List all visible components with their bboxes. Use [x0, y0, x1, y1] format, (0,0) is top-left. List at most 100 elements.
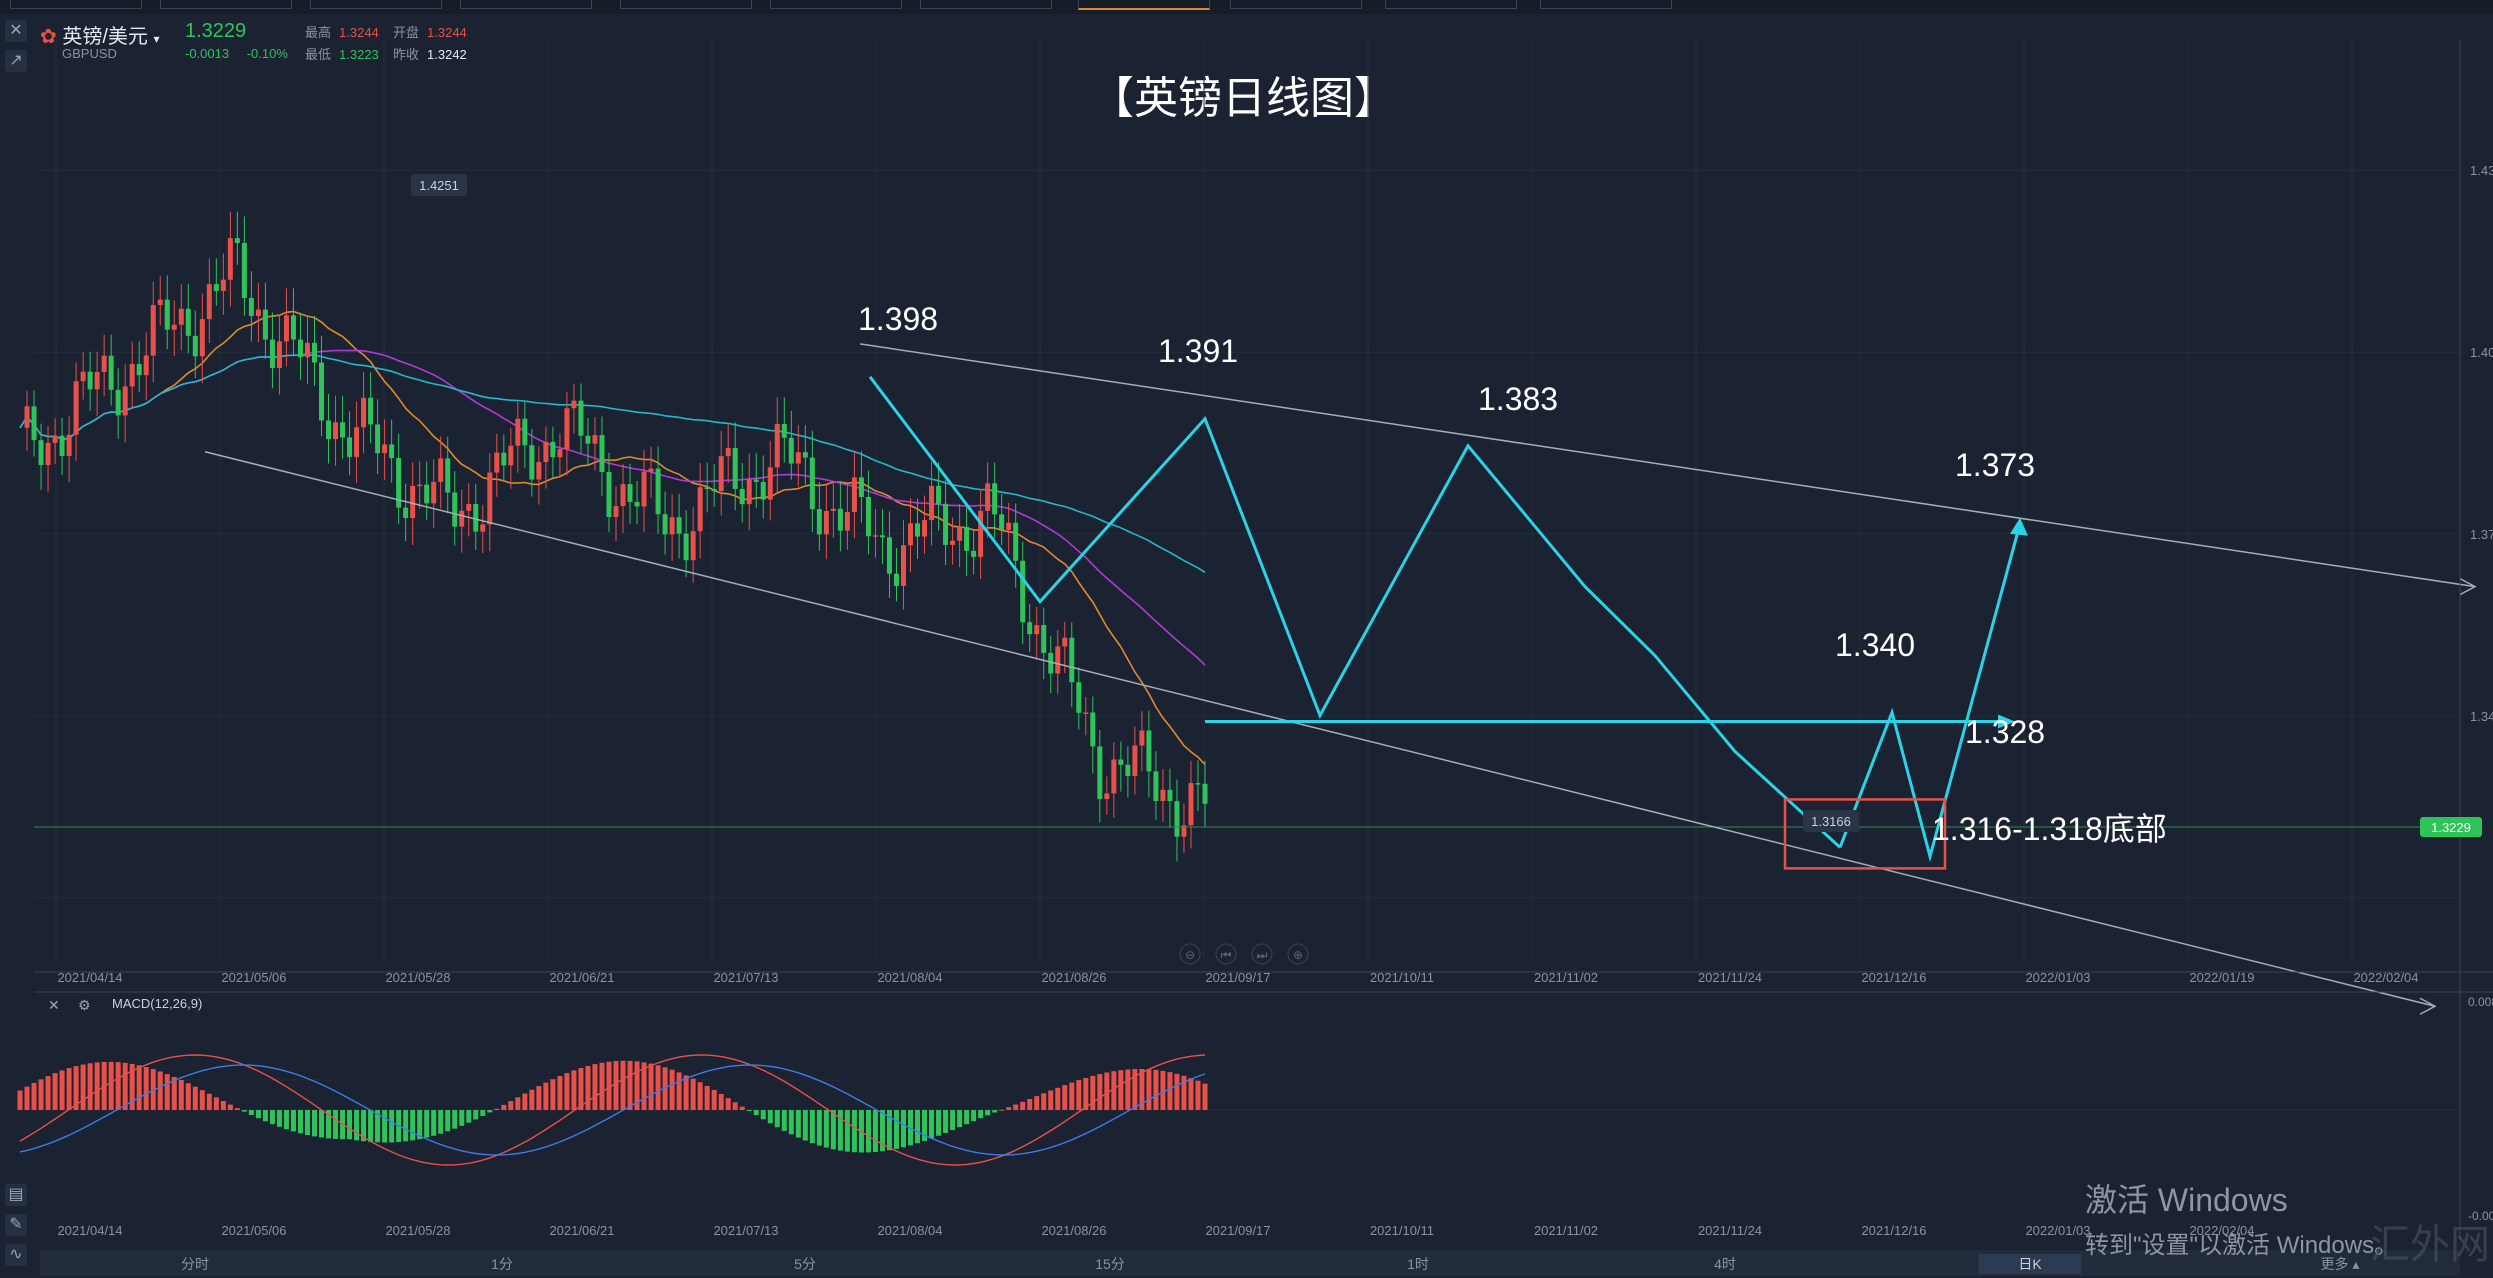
macd-date-label: 2021/11/02 — [1534, 1223, 1598, 1238]
macd-close-icon[interactable]: ✕ — [48, 998, 60, 1014]
macd-histogram-bar — [311, 1110, 317, 1137]
macd-histogram-bar — [108, 1061, 114, 1110]
macd-histogram-bar — [248, 1110, 254, 1115]
top-tab[interactable] — [770, 0, 902, 9]
zoom-control-icon[interactable] — [1251, 943, 1273, 965]
candle-body — [304, 342, 310, 358]
candle-body — [227, 238, 233, 280]
candle-body — [326, 420, 332, 440]
symbol-name: 英镑/美元 — [62, 26, 148, 48]
timeframe-tab[interactable]: 更多 ▴ — [2320, 1256, 2360, 1272]
top-tab[interactable] — [620, 0, 752, 9]
macd-histogram-bar — [753, 1110, 759, 1116]
candle-body — [241, 242, 247, 298]
neckline-arrowhead — [1998, 714, 2015, 729]
candle-body — [1181, 825, 1187, 837]
close-icon[interactable]: ✕ — [5, 20, 27, 42]
gear-icon[interactable]: ⚙ — [78, 998, 91, 1014]
macd-histogram-bar — [473, 1110, 479, 1120]
timeframe-tab[interactable]: 4时 — [1714, 1256, 1736, 1272]
timeframe-tab[interactable]: 1分 — [491, 1256, 513, 1272]
candle-body — [438, 458, 444, 482]
macd-histogram-bar — [704, 1085, 710, 1110]
macd-histogram-bar — [424, 1110, 430, 1138]
candle-body — [929, 485, 935, 521]
zoom-control-icon[interactable] — [1287, 943, 1309, 965]
macd-date-label: 2021/05/06 — [221, 1223, 286, 1238]
candle-body — [999, 514, 1005, 530]
macd-histogram-bar — [171, 1076, 177, 1110]
top-tab[interactable] — [1230, 0, 1362, 9]
top-tab[interactable] — [1540, 0, 1672, 9]
candle-body — [234, 238, 240, 243]
top-tab[interactable] — [10, 0, 142, 9]
candle-body — [879, 535, 885, 538]
high-tag-label: 1.4251 — [419, 178, 459, 193]
zoom-control-icon[interactable] — [1215, 943, 1237, 965]
candle-body — [578, 400, 584, 436]
candle-body — [199, 319, 205, 357]
timeframe-tab[interactable]: 5分 — [794, 1256, 816, 1272]
candle-body — [297, 339, 303, 358]
candle-body — [269, 339, 275, 369]
zoom-control-icon[interactable] — [1179, 943, 1201, 965]
macd-histogram-bar — [725, 1098, 731, 1110]
symbol-selector[interactable]: ✿ 英镑/美元 ▾ — [40, 20, 159, 49]
date-tick-label: 2021/08/04 — [877, 970, 942, 985]
candle-body — [361, 397, 367, 428]
macd-date-label: 2021/04/14 — [57, 1223, 122, 1238]
candle-body — [45, 442, 51, 466]
macd-histogram-bar — [886, 1110, 892, 1151]
macd-date-label: 2021/08/04 — [877, 1223, 942, 1238]
macd-histogram-bar — [760, 1110, 766, 1120]
chart-title: 【英镑日线图】 — [1090, 74, 1398, 123]
macd-label: MACD(12,26,9) — [112, 996, 202, 1011]
macd-dea-line — [19, 1064, 1206, 1156]
macd-histogram-bar — [655, 1065, 661, 1110]
top-tab[interactable] — [310, 0, 442, 9]
top-tab[interactable] — [920, 0, 1052, 9]
price-chart[interactable]: 1.398 1.391 1.383 1.373 1.340 1.328 1.316-1.31… — [0, 0, 2493, 1250]
macd-histogram-bar — [837, 1110, 843, 1151]
candle-body — [487, 472, 493, 525]
macd-histogram-bar — [262, 1110, 268, 1122]
macd-histogram-bar — [487, 1110, 493, 1113]
candle-body — [129, 364, 135, 387]
macd-histogram-bar — [795, 1110, 801, 1138]
draw-tool-icon[interactable]: ↗ — [5, 50, 27, 72]
projection-path — [1838, 523, 2022, 863]
candle-body — [424, 484, 430, 504]
windows-activation-notice: 激活 Windows 转到"设置"以激活 Windows。 — [2085, 1175, 2398, 1260]
timeframe-tab[interactable]: 分时 — [181, 1256, 209, 1272]
candlesticks — [24, 211, 1208, 862]
macd-histogram-bar — [297, 1110, 303, 1134]
macd-dif-line — [19, 1054, 1206, 1166]
candle-body — [760, 481, 766, 500]
timeframe-tab[interactable]: 1时 — [1407, 1256, 1429, 1272]
top-tab[interactable] — [160, 0, 292, 9]
candle-body — [536, 462, 542, 480]
candle-body — [108, 355, 114, 390]
top-tab[interactable] — [1385, 0, 1517, 9]
candle-body — [620, 484, 626, 507]
top-tab[interactable] — [1078, 0, 1210, 10]
top-tab[interactable] — [460, 0, 592, 9]
macd-histogram-bar — [774, 1110, 780, 1128]
date-tick-label: 2022/01/03 — [2025, 970, 2090, 985]
macd-histogram-bar — [943, 1110, 949, 1133]
candle-body — [206, 284, 212, 320]
indicator-icon[interactable]: ▤ — [5, 1184, 27, 1206]
candle-body — [276, 341, 282, 369]
timeframe-tab[interactable]: 15分 — [1095, 1256, 1125, 1272]
date-tick-label: 2021/10/11 — [1370, 970, 1434, 985]
macd-histogram-bar — [1034, 1096, 1040, 1110]
macd-histogram-bar — [1202, 1083, 1208, 1110]
candle-body — [31, 406, 37, 441]
candle-body — [950, 540, 956, 545]
timeframe-tab[interactable]: 日K — [1978, 1254, 2082, 1274]
curve-tool-icon[interactable]: ∿ — [5, 1244, 27, 1266]
candle-body — [725, 447, 731, 457]
pencil-icon[interactable]: ✎ — [5, 1214, 27, 1236]
macd-histogram-bar — [929, 1110, 935, 1139]
macd-histogram-bar — [94, 1062, 100, 1110]
